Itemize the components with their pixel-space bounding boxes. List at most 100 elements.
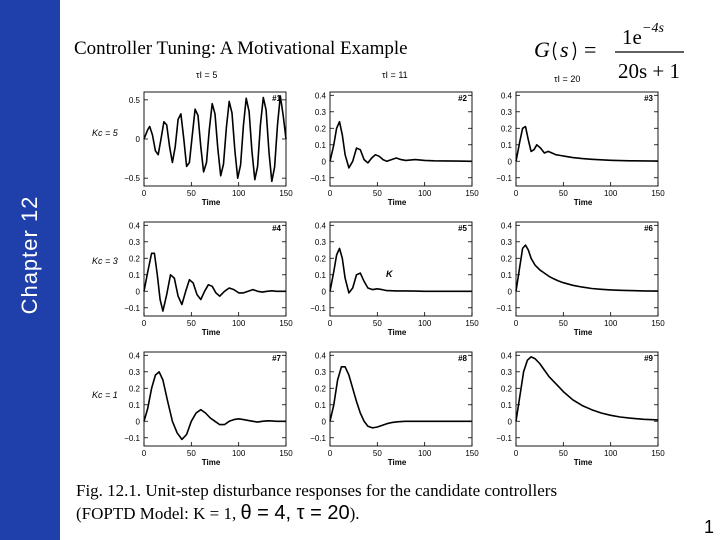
y-tick-label: 0.4 xyxy=(501,91,513,100)
x-axis-label: Time xyxy=(388,328,407,337)
panel-label: #1 xyxy=(272,94,281,103)
x-tick-label: 150 xyxy=(651,319,665,328)
x-tick-label: 0 xyxy=(514,189,519,198)
x-axis-label: Time xyxy=(574,198,593,207)
y-tick-label: −0.5 xyxy=(124,174,140,183)
y-tick-label: −0.1 xyxy=(496,434,512,443)
y-tick-label: 0.2 xyxy=(501,254,513,263)
x-tick-label: 0 xyxy=(328,449,333,458)
y-tick-label: 0.2 xyxy=(129,384,141,393)
x-tick-label: 50 xyxy=(559,189,568,198)
x-tick-label: 50 xyxy=(373,189,382,198)
plot-frame xyxy=(515,221,659,317)
y-tick-label: 0.2 xyxy=(501,124,513,133)
y-tick-label: 0.3 xyxy=(501,238,513,247)
formula-lhs: G xyxy=(534,37,550,62)
x-axis-label: Time xyxy=(574,458,593,467)
y-tick-label: 0 xyxy=(136,135,141,144)
panel-label: #8 xyxy=(458,354,467,363)
x-tick-label: 50 xyxy=(559,319,568,328)
figure-caption: Fig. 12.1. Unit-step disturbance respons… xyxy=(76,480,557,525)
y-tick-label: 0.1 xyxy=(501,401,513,410)
y-tick-label: 0.5 xyxy=(129,96,141,105)
y-tick-label: 0.3 xyxy=(315,238,327,247)
response-curve xyxy=(515,244,659,292)
y-tick-label: 0 xyxy=(508,417,513,426)
y-tick-label: 0.1 xyxy=(129,271,141,280)
x-tick-label: 150 xyxy=(465,189,479,198)
plot-frame xyxy=(329,351,473,447)
x-tick-label: 0 xyxy=(514,449,519,458)
caption-line-2: (FOPTD Model: K = 1, θ = 4, τ = 20). xyxy=(76,502,557,525)
formula-arg: s xyxy=(560,37,569,62)
y-tick-label: 0 xyxy=(322,417,327,426)
x-tick-label: 100 xyxy=(232,449,246,458)
caption-line-1: Fig. 12.1. Unit-step disturbance respons… xyxy=(76,481,558,500)
y-tick-label: 0.3 xyxy=(501,368,513,377)
y-tick-label: −0.1 xyxy=(124,434,140,443)
y-tick-label: 0 xyxy=(322,287,327,296)
caption-model-suffix: ). xyxy=(349,504,360,523)
x-tick-label: 100 xyxy=(604,449,618,458)
y-tick-label: 0.2 xyxy=(315,254,327,263)
formula-numerator-coef: 1e xyxy=(622,25,642,49)
x-tick-label: 150 xyxy=(465,319,479,328)
y-tick-label: 0.3 xyxy=(129,238,141,247)
plot-frame xyxy=(143,221,287,317)
y-tick-label: −0.1 xyxy=(496,304,512,313)
x-tick-label: 150 xyxy=(651,449,665,458)
row-header: Kc = 5 xyxy=(92,128,119,138)
y-tick-label: 0 xyxy=(136,417,141,426)
y-tick-label: 0.4 xyxy=(315,221,327,230)
y-tick-label: 0.2 xyxy=(501,384,513,393)
x-tick-label: 100 xyxy=(604,319,618,328)
plot-frame xyxy=(515,351,659,447)
panel-label: #5 xyxy=(458,224,467,233)
x-tick-label: 50 xyxy=(559,449,568,458)
x-tick-label: 0 xyxy=(142,189,147,198)
y-tick-label: 0 xyxy=(508,157,513,166)
response-curve xyxy=(329,120,473,169)
x-tick-label: 50 xyxy=(373,319,382,328)
row-header: Kc = 1 xyxy=(92,390,118,400)
response-curve xyxy=(329,366,472,429)
y-tick-label: −0.1 xyxy=(124,304,140,313)
y-tick-label: 0.1 xyxy=(315,141,327,150)
y-tick-label: 0.1 xyxy=(315,271,327,280)
x-axis-label: Time xyxy=(574,328,593,337)
panel-label: #6 xyxy=(644,224,653,233)
response-curve xyxy=(143,371,286,441)
page-number: 1 xyxy=(703,517,714,537)
x-tick-label: 50 xyxy=(187,319,196,328)
column-header: τI = 11 xyxy=(382,70,408,80)
formula-numerator-exponent: −4s xyxy=(642,21,664,36)
x-axis-label: Time xyxy=(202,328,221,337)
x-tick-label: 50 xyxy=(187,449,196,458)
panel-label: #7 xyxy=(272,354,281,363)
x-tick-label: 150 xyxy=(279,319,293,328)
plot-frame xyxy=(143,351,287,447)
y-tick-label: 0.1 xyxy=(501,141,513,150)
panel-label: #4 xyxy=(272,224,281,233)
y-tick-label: 0.4 xyxy=(501,221,513,230)
svg-text:=: = xyxy=(584,37,596,62)
plot-frame xyxy=(329,91,473,187)
x-tick-label: 100 xyxy=(232,319,246,328)
y-tick-label: 0.3 xyxy=(129,368,141,377)
x-tick-label: 100 xyxy=(418,449,432,458)
caption-model-params: θ = 4, τ = 20 xyxy=(240,502,350,524)
y-tick-label: 0.3 xyxy=(501,108,513,117)
x-tick-label: 100 xyxy=(418,189,432,198)
response-curve xyxy=(515,356,659,422)
y-tick-label: 0 xyxy=(322,157,327,166)
response-curve xyxy=(143,95,287,183)
response-curve xyxy=(329,247,472,294)
y-tick-label: 0.1 xyxy=(501,271,513,280)
y-tick-label: 0.4 xyxy=(315,351,327,360)
x-axis-label: Time xyxy=(388,198,407,207)
x-axis-label: Time xyxy=(388,458,407,467)
chapter-sidebar: Chapter 12 xyxy=(0,0,60,540)
y-tick-label: 0 xyxy=(508,287,513,296)
panel-label: #9 xyxy=(644,354,653,363)
x-tick-label: 100 xyxy=(604,189,618,198)
